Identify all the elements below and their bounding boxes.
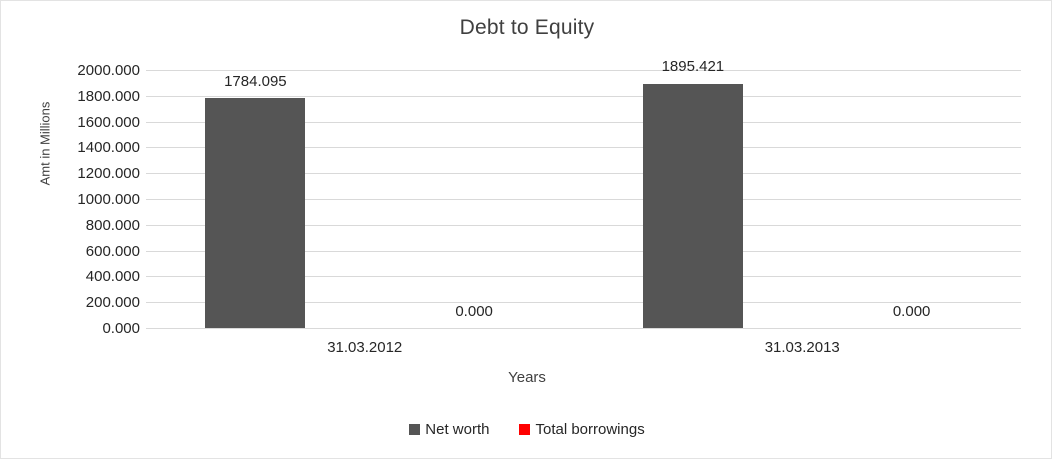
x-axis-tick-label: 31.03.2013 — [764, 339, 840, 356]
y-axis-tick-label: 0.000 — [102, 320, 140, 337]
gridline — [146, 276, 1021, 278]
gridline — [146, 250, 1021, 252]
legend-swatch-icon — [409, 424, 421, 435]
legend-item[interactable]: Total borrowings — [519, 421, 645, 438]
y-axis-tick-label: 1200.000 — [77, 165, 140, 183]
gridline — [146, 199, 1021, 200]
x-axis-title: Years — [508, 369, 546, 386]
bar-value-label: 1895.421 — [661, 58, 725, 76]
x-axis-tick-label: 31.03.2012 — [327, 339, 403, 356]
legend-label: Total borrowings — [535, 421, 645, 438]
gridline — [146, 70, 1021, 71]
legend-item[interactable]: Net worth — [409, 422, 489, 437]
chart-title: Debt to Equity — [459, 16, 595, 39]
y-axis-tick-label: 1800.000 — [77, 87, 140, 105]
bar-value-label: 0.000 — [455, 303, 493, 320]
bar-value-label: 0.000 — [892, 303, 931, 320]
y-axis-tick-labels: 2000.000 1800.000 1600.000 1400.000 1200.000… — [45, 1, 140, 458]
y-axis-tick-label: 1600.000 — [77, 113, 140, 131]
chart-legend: Net worth Total borrowings — [1, 421, 1051, 438]
y-axis-tick-label: 800.000 — [85, 216, 140, 234]
gridline — [146, 173, 1021, 175]
y-axis-tick-label: 200.000 — [85, 294, 140, 312]
gridline — [146, 147, 1021, 149]
legend-swatch-icon — [519, 424, 531, 435]
y-axis-tick-label: 2000.000 — [77, 62, 140, 79]
gridline — [146, 224, 1021, 226]
y-axis-tick-label: 600.000 — [85, 242, 140, 260]
y-axis-tick-label: 1000.000 — [77, 191, 140, 208]
y-axis-tick-label: 400.000 — [85, 268, 140, 286]
gridline — [146, 95, 1021, 97]
plot-area — [146, 70, 1021, 329]
legend-label: Net worth — [425, 421, 490, 438]
bar[interactable] — [205, 97, 306, 328]
category-axis-line — [146, 328, 1021, 329]
gridline — [146, 121, 1021, 123]
y-axis-tick-label: 1400.000 — [77, 139, 140, 157]
gridline — [146, 302, 1021, 304]
bar-value-label: 1784.095 — [224, 72, 287, 90]
bar[interactable] — [642, 83, 743, 328]
